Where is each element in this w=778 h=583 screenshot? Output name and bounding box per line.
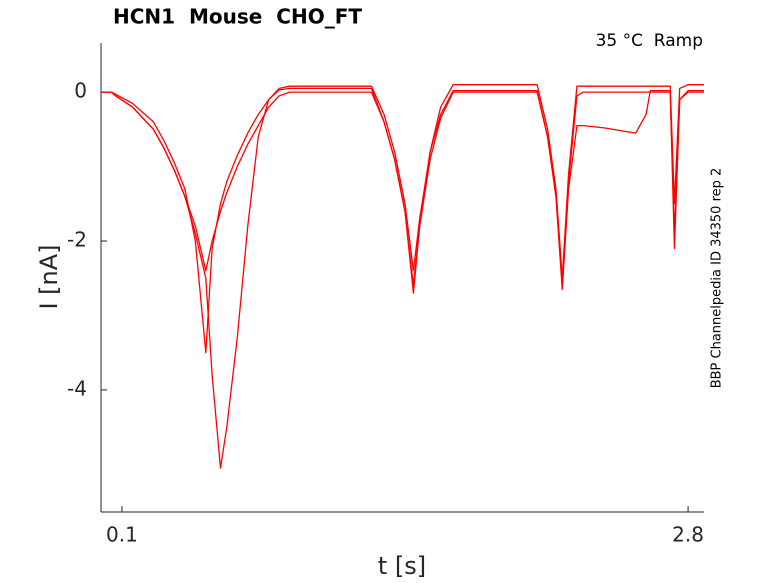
side-note: BBP Channelpedia ID 34350 rep 2	[710, 168, 725, 389]
y-tick-label: -2	[67, 228, 87, 252]
x-tick-label: 2.8	[672, 523, 704, 547]
y-tick-label: -4	[67, 376, 87, 400]
chart-title: HCN1 Mouse CHO_FT	[113, 5, 362, 29]
trace	[101, 84, 704, 354]
annotation: 35 °C Ramp	[596, 31, 703, 51]
x-axis-label: t [s]	[378, 552, 426, 580]
x-tick-label: 0.1	[106, 523, 138, 547]
y-axis-label: I [nA]	[35, 244, 63, 309]
y-tick-label: 0	[74, 79, 87, 103]
trace	[101, 87, 704, 469]
